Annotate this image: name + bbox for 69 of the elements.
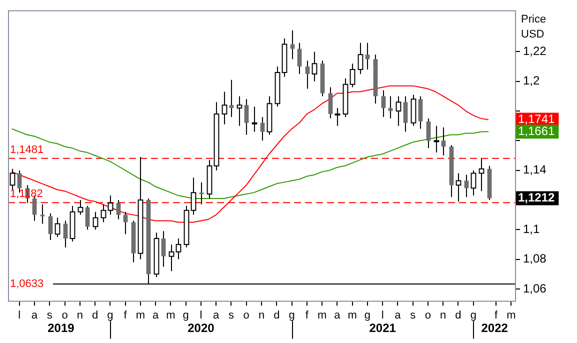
y-tick-label: 1,06: [523, 281, 547, 296]
x-tick-label: o: [62, 309, 68, 322]
text: 2020: [188, 321, 215, 336]
candlestick: [244, 98, 249, 136]
text: 2022: [481, 321, 508, 336]
x-tick-label: a: [334, 309, 342, 322]
x-tick-label: d: [274, 309, 280, 322]
x-tick-label: s: [410, 309, 416, 322]
x-tick-label: f: [124, 309, 128, 322]
y-tick-label: 1,2: [523, 74, 540, 88]
x-tick-label: a: [152, 309, 160, 322]
candlestick: [116, 199, 121, 220]
x-tick-label: l: [381, 309, 384, 322]
y-tick-label: 1,08: [523, 252, 547, 266]
text: 2019: [48, 321, 75, 336]
x-tick-label: d: [92, 309, 98, 322]
candlestick: [464, 174, 469, 198]
text: 2021: [369, 321, 396, 336]
ref-line-label: 1,0633: [10, 278, 44, 290]
y-tick-label: 1,1: [523, 222, 540, 236]
x-tick-label: m: [136, 309, 146, 322]
candlestick: [426, 118, 431, 149]
candlestick: [328, 86, 333, 119]
x-tick-label: g: [182, 309, 189, 322]
y-axis-title: Price USD: [521, 14, 546, 41]
x-tick-label: g: [288, 309, 295, 322]
candlestick: [40, 204, 45, 224]
x-tick-label: g: [107, 309, 114, 322]
ref-line-label: 1,1481: [10, 144, 44, 156]
candlestick: [305, 60, 310, 90]
annotation: 1,1741: [518, 112, 556, 126]
x-tick-label: o: [243, 309, 250, 322]
x-tick-label: s: [228, 309, 234, 322]
x-tick-label: g: [470, 309, 476, 322]
x-tick-label: m: [317, 309, 327, 322]
annotation: 1,1212: [518, 190, 556, 205]
candlestick: [161, 230, 166, 268]
x-tick-label: m: [348, 309, 357, 322]
x-tick-label: a: [213, 309, 220, 322]
x-tick-label: n: [258, 309, 265, 322]
x-tick-label: f: [494, 309, 499, 322]
candlestick: [63, 220, 68, 248]
candlestick: [85, 205, 90, 230]
candlestick: [229, 79, 234, 118]
x-tick-label: n: [76, 309, 83, 322]
candlestick: [388, 96, 393, 119]
x-tick-label: d: [455, 309, 462, 322]
candlestick: [199, 182, 204, 205]
x-tick-label: m: [166, 309, 176, 322]
x-tick-label: o: [424, 309, 432, 322]
candlestick: [403, 96, 408, 132]
x-tick-label: m: [506, 309, 516, 322]
candlestick: [260, 116, 265, 142]
candlestick: [365, 42, 370, 70]
y-tick-label: 1,22: [523, 44, 547, 58]
x-tick-label: s: [46, 309, 53, 322]
x-tick-label: n: [440, 309, 446, 322]
candlestick: [418, 96, 423, 130]
candlestick: [381, 90, 386, 118]
x-tick-label: g: [364, 309, 371, 322]
x-tick-label: l: [200, 309, 202, 322]
candlestick: [297, 42, 302, 74]
x-tick-label: a: [394, 309, 402, 322]
candlestick: [441, 126, 446, 156]
y-tick-label: 1,14: [523, 162, 547, 177]
x-tick-label: l: [18, 309, 21, 322]
x-tick-label: a: [31, 309, 38, 322]
x-tick-label: f: [305, 309, 310, 322]
annotation: 1,1661: [518, 124, 556, 138]
